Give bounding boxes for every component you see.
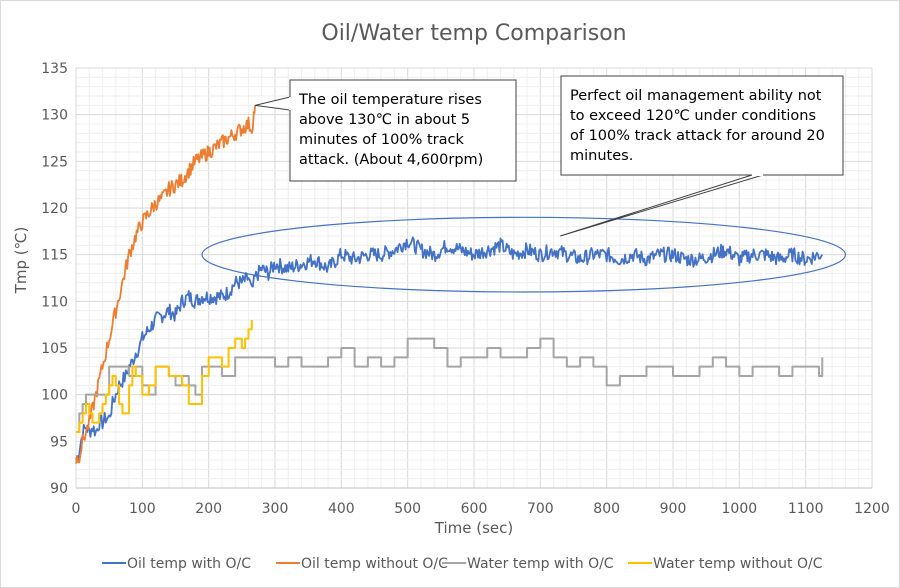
series-line-water-temp-without-o-c (76, 320, 253, 433)
callout-box (560, 75, 844, 176)
x-tick-label: 500 (394, 501, 421, 517)
callout-text-line: minutes of 100% track (299, 132, 464, 148)
chart-title: Oil/Water temp Comparison (321, 21, 626, 46)
legend-item: Oil temp with O/C (102, 556, 251, 572)
y-tick-label: 115 (41, 248, 68, 264)
x-tick-label: 1100 (788, 501, 824, 517)
legend-label: Oil temp with O/C (127, 556, 251, 572)
y-tick-label: 95 (50, 434, 68, 450)
x-tick-label: 600 (461, 501, 488, 517)
legend-label: Water temp without O/C (653, 556, 823, 572)
legend-label: Water temp with O/C (467, 556, 614, 572)
legend-item: Water temp with O/C (442, 556, 614, 572)
legend: Oil temp with O/C Oil temp without O/C Wat… (102, 556, 823, 572)
x-axis-ticks: 0 100 200 300 400 500 600 700 800 900 1000 1100 1200 (72, 501, 890, 517)
x-axis-label: Time (sec) (434, 519, 513, 537)
callouts: The oil temperature rises above 130℃ in a… (254, 75, 844, 237)
series-line-oil-temp-without-o-c (75, 105, 256, 464)
callout-text-line: to exceed 120℃ under conditions (570, 108, 816, 124)
y-tick-label: 130 (41, 108, 68, 124)
callout-pointer (254, 96, 291, 111)
x-tick-label: 200 (195, 501, 222, 517)
y-axis-label: Tmp (℃) (12, 227, 30, 295)
callout-text-line: above 130℃ in about 5 (299, 112, 470, 128)
series-group (75, 105, 824, 464)
callout-text-line: Perfect oil management ability not (570, 88, 822, 104)
x-tick-label: 400 (328, 501, 355, 517)
y-tick-label: 105 (41, 341, 68, 357)
x-tick-label: 100 (129, 501, 156, 517)
highlight-ellipse (201, 216, 847, 293)
series-line-oil-temp-with-o-c (75, 236, 824, 461)
callout-text-line: attack. (About 4,600rpm) (299, 152, 483, 168)
x-tick-label: 800 (593, 501, 620, 517)
y-tick-label: 135 (41, 61, 68, 77)
y-tick-label: 110 (41, 294, 68, 310)
y-tick-label: 90 (50, 481, 68, 497)
x-tick-label: 0 (72, 501, 81, 517)
y-tick-label: 125 (41, 154, 68, 170)
x-tick-label: 1200 (854, 501, 890, 517)
legend-item: Water temp without O/C (628, 556, 823, 572)
legend-label: Oil temp without O/C (301, 556, 448, 572)
y-tick-label: 120 (41, 201, 68, 217)
legend-item: Oil temp without O/C (276, 556, 448, 572)
x-tick-label: 900 (660, 501, 687, 517)
callout-text-line: minutes. (570, 148, 633, 164)
callout-box (289, 79, 517, 182)
callout-text-line: The oil temperature rises (298, 92, 482, 108)
x-tick-label: 700 (527, 501, 554, 517)
callout-text-line: of 100% track attack for around 20 (570, 128, 825, 144)
x-tick-label: 1000 (722, 501, 758, 517)
callout-2: Perfect oil management ability not to exc… (560, 75, 844, 237)
callout-1: The oil temperature rises above 130℃ in a… (254, 79, 517, 182)
y-axis-ticks: 90 95 100 105 110 115 120 125 130 135 (41, 61, 68, 497)
y-tick-label: 100 (41, 388, 68, 404)
x-tick-label: 300 (262, 501, 289, 517)
